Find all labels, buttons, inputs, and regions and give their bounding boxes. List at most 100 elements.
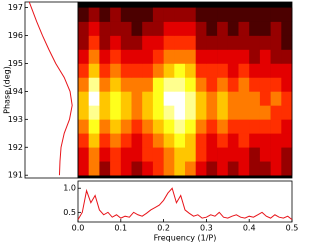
- heat-cell: [78, 105, 89, 120]
- heat-cell: [174, 7, 186, 22]
- heat-cell: [163, 119, 175, 134]
- heat-cell: [185, 119, 196, 134]
- heat-cell: [238, 63, 250, 78]
- heat-cell: [259, 21, 271, 36]
- heat-cell: [99, 77, 111, 92]
- heat-cell: [227, 91, 239, 106]
- heat-cell: [120, 119, 132, 134]
- heat-cell: [78, 63, 89, 78]
- heat-cell: [195, 105, 207, 120]
- heat-cell: [131, 21, 143, 36]
- line: [28, 1, 73, 176]
- heat-cell: [249, 105, 261, 120]
- heat-cell: [238, 91, 250, 106]
- heat-cell: [131, 35, 143, 50]
- heat-cell: [174, 91, 186, 106]
- heat-cell: [185, 105, 196, 120]
- heat-cell: [142, 91, 154, 106]
- heat-cell: [217, 91, 229, 106]
- heat-cell: [270, 21, 282, 36]
- heat-cell: [195, 91, 207, 106]
- heat-cell: [142, 147, 154, 162]
- heat-cell: [142, 105, 154, 120]
- heat-cell: [174, 49, 186, 64]
- heat-cell: [238, 77, 250, 92]
- heat-cell: [142, 35, 154, 50]
- heat-cell: [78, 91, 89, 106]
- heat-cell: [131, 161, 143, 176]
- heat-cell: [174, 161, 186, 176]
- heat-cell: [88, 161, 100, 176]
- heat-cell: [206, 91, 218, 106]
- heat-cell: [281, 147, 293, 162]
- heat-cell: [249, 133, 261, 148]
- heat-cell: [281, 133, 293, 148]
- heat-cell: [227, 7, 239, 22]
- heat-cell: [249, 77, 261, 92]
- heat-cell: [227, 133, 239, 148]
- heat-cell: [88, 91, 100, 106]
- heat-cell: [99, 63, 111, 78]
- heat-cell: [217, 63, 229, 78]
- heat-cell: [270, 147, 282, 162]
- heat-cell: [152, 91, 164, 106]
- heat-cell: [99, 49, 111, 64]
- heat-cell: [152, 133, 164, 148]
- heat-cell: [78, 161, 89, 176]
- heat-cell: [227, 161, 239, 176]
- heat-cell: [206, 49, 218, 64]
- heat-cell: [174, 105, 186, 120]
- side-frame: [24, 1, 79, 179]
- heat-cell: [110, 7, 122, 22]
- heat-cell: [120, 133, 132, 148]
- heat-cell: [110, 21, 122, 36]
- heat-cell: [270, 119, 282, 134]
- heat-cell: [249, 35, 261, 50]
- heat-cell: [281, 119, 293, 134]
- heat-cell: [78, 35, 89, 50]
- y-axis-label: Phase (deg): [3, 66, 12, 114]
- heat-cell: [163, 161, 175, 176]
- heat-cell: [206, 77, 218, 92]
- heat-cell: [270, 77, 282, 92]
- heat-cell: [249, 49, 261, 64]
- heat-cell: [131, 147, 143, 162]
- heat-cell: [238, 105, 250, 120]
- heat-cell: [88, 49, 100, 64]
- heat-cell: [195, 77, 207, 92]
- heat-cell: [270, 7, 282, 22]
- x-axis-label: Frequency (1/P): [154, 234, 217, 243]
- x-tick-label: 0.2: [157, 224, 170, 233]
- heat-cell: [110, 119, 122, 134]
- heat-cell: [163, 63, 175, 78]
- heat-cell: [99, 147, 111, 162]
- heat-cell: [78, 133, 89, 148]
- heat-cell: [142, 161, 154, 176]
- heat-cell: [185, 7, 196, 22]
- heat-cell: [110, 161, 122, 176]
- heat-cell: [185, 161, 196, 176]
- heat-cell: [238, 7, 250, 22]
- heat-cell: [238, 35, 250, 50]
- heat-cell: [131, 49, 143, 64]
- heat-cell: [227, 77, 239, 92]
- heat-cell: [163, 7, 175, 22]
- heat-cell: [142, 49, 154, 64]
- y-tick-label: 195: [8, 59, 23, 68]
- heat-cell: [259, 35, 271, 50]
- heat-cell: [195, 147, 207, 162]
- heat-cell: [206, 7, 218, 22]
- y-tick-label: 1.0: [63, 184, 76, 193]
- heat-cell: [174, 147, 186, 162]
- heat-cell: [238, 133, 250, 148]
- heat-cell: [259, 147, 271, 162]
- heat-cell: [270, 35, 282, 50]
- heat-cell: [206, 161, 218, 176]
- heat-cell: [131, 133, 143, 148]
- heat-cell: [227, 119, 239, 134]
- heat-cell: [227, 35, 239, 50]
- heat-cell: [110, 105, 122, 120]
- line: [77, 187, 293, 220]
- heat-cell: [249, 91, 261, 106]
- heat-cell: [185, 147, 196, 162]
